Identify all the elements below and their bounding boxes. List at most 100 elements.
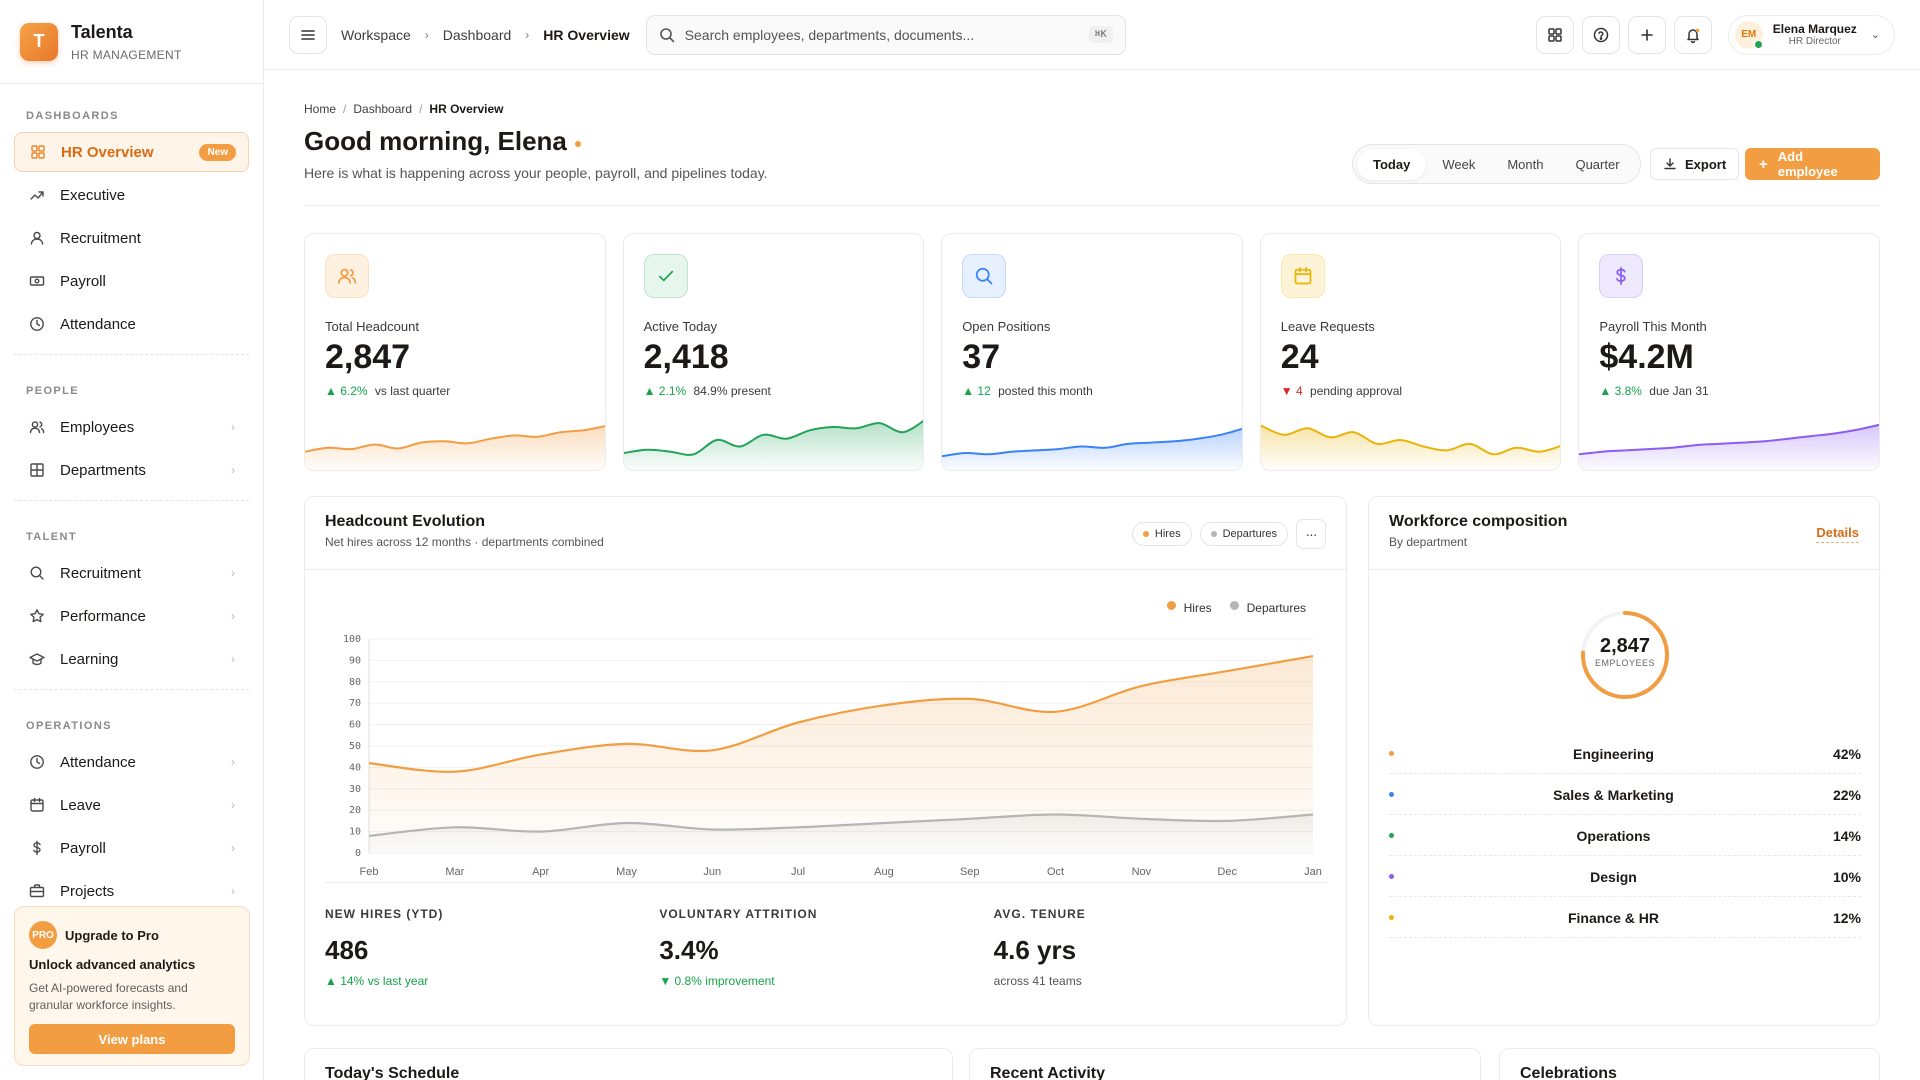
headcount-card: Headcount Evolution Net hires across 12 … [304, 496, 1348, 1026]
kpi-icon-badge [962, 254, 1007, 298]
brand[interactable]: T Talenta HR MANAGEMENT [0, 0, 263, 84]
kpi-sparkline [1579, 423, 1879, 470]
breadcrumb-workspace[interactable]: Workspace [341, 26, 411, 43]
x-tick-label: Jan [1304, 866, 1322, 878]
kpi-label: Payroll This Month [1599, 319, 1707, 334]
nav-section-dashboards: DASHBOARDS [26, 110, 119, 122]
kpi-sparkline [1260, 424, 1561, 470]
help-button[interactable] [1581, 15, 1620, 54]
departures-filter-pill[interactable]: Departures [1199, 522, 1288, 546]
global-search[interactable]: ⌘K [645, 14, 1126, 55]
grid-icon [31, 145, 45, 159]
composition-row[interactable]: Operations 14% [1389, 816, 1861, 856]
sidebar-item-label: Attendance [60, 315, 136, 333]
schedule-card: Today's Schedule [304, 1048, 953, 1080]
composition-row[interactable]: Sales & Marketing 22% [1389, 775, 1861, 815]
kpi-icon-badge [643, 254, 688, 298]
headcount-subtitle: Net hires across 12 months · departments… [325, 535, 604, 549]
kpi-delta: ▲ 3.8% due Jan 31 [1599, 384, 1708, 398]
stat-title: NEW HIRES (YTD) [325, 907, 444, 921]
sidebar-item-learning[interactable]: Learning › [14, 639, 249, 679]
more-options-button[interactable]: ··· [1296, 519, 1326, 549]
notifications-button[interactable] [1673, 15, 1712, 54]
composition-row[interactable]: Engineering 42% [1389, 734, 1861, 774]
briefcase-icon [29, 884, 45, 898]
breadcrumb-home[interactable]: Home [304, 102, 337, 116]
divider [304, 205, 1880, 206]
sidebar-item-label: Departments [60, 461, 146, 479]
sidebar-item-hr-overview[interactable]: HR Overview New [14, 132, 249, 172]
y-tick-label: 90 [349, 655, 361, 666]
chevron-right-icon: › [231, 841, 235, 855]
headcount-stat: VOLUNTARY ATTRITION 3.4% ▼ 0.8% improvem… [659, 907, 993, 988]
sidebar-item-payroll[interactable]: Payroll › [14, 828, 249, 868]
composition-title: Workforce composition [1389, 513, 1568, 530]
search-icon-wrap [28, 564, 46, 582]
department-percent: 10% [1832, 868, 1861, 885]
sparkline-area [623, 420, 924, 470]
kpi-card-leave-requests[interactable]: Leave Requests 24 ▼ 4 pending approval [1259, 233, 1562, 471]
sidebar-item-performance[interactable]: Performance › [14, 596, 249, 636]
nav-section-talent: TALENT [26, 531, 77, 543]
sidebar-item-leave[interactable]: Leave › [14, 785, 249, 825]
create-button[interactable] [1627, 15, 1666, 54]
sidebar-item-departments[interactable]: Departments › [14, 450, 249, 490]
kpi-delta-note: pending approval [1310, 384, 1403, 398]
sparkline-line [623, 419, 924, 456]
schedule-title: Today's Schedule [325, 1065, 460, 1080]
kpi-delta-note: 84.9% present [693, 384, 771, 398]
greeting-text: Good morning, Elena [304, 126, 567, 156]
hires-filter-pill[interactable]: Hires [1131, 522, 1192, 546]
clock-icon [30, 755, 44, 769]
kpi-label: Active Today [643, 319, 718, 334]
view-plans-button[interactable]: View plans [29, 1024, 235, 1054]
sidebar-item-recruitment[interactable]: Recruitment › [14, 553, 249, 593]
user-role: HR Director [1788, 36, 1841, 47]
details-link[interactable]: Details [1816, 525, 1859, 543]
kpi-icon-badge [1280, 254, 1325, 298]
sidebar-item-attendance[interactable]: Attendance › [14, 742, 249, 782]
sidebar-item-payroll[interactable]: Payroll [14, 261, 249, 301]
user-menu[interactable]: EM Elena Marquez HR Director ⌄ [1727, 14, 1895, 55]
period-today[interactable]: Today [1357, 148, 1427, 180]
breadcrumb-dashboard[interactable]: Dashboard [442, 26, 512, 43]
legend-hires: Hires [1183, 601, 1212, 615]
banknote-icon [29, 276, 45, 286]
composition-subtitle: By department [1389, 535, 1468, 549]
sidebar-item-projects[interactable]: Projects › [14, 871, 249, 911]
graduation-cap-icon-wrap [28, 650, 46, 668]
search-input[interactable] [684, 26, 1089, 43]
sidebar-item-executive[interactable]: Executive [14, 175, 249, 215]
chevron-right-icon: › [231, 652, 235, 666]
department-percent: 14% [1832, 827, 1861, 844]
apps-button[interactable] [1535, 15, 1574, 54]
y-tick-label: 100 [343, 634, 361, 645]
x-tick-label: Nov [1132, 866, 1152, 878]
departures-area [369, 814, 1313, 853]
sidebar-item-recruitment[interactable]: Recruitment [14, 218, 249, 258]
chevron-right-icon: › [424, 27, 429, 42]
kpi-card-open-positions[interactable]: Open Positions 37 ▲ 12 posted this month [941, 233, 1243, 471]
composition-row[interactable]: Design 10% [1389, 857, 1861, 897]
sidebar-item-employees[interactable]: Employees › [14, 407, 249, 447]
top-breadcrumb: Workspace › Dashboard › HR Overview [341, 27, 630, 43]
sidebar-item-attendance[interactable]: Attendance [14, 304, 249, 344]
menu-toggle-button[interactable] [289, 15, 327, 54]
period-quarter[interactable]: Quarter [1575, 156, 1620, 172]
upgrade-description: Get AI-powered forecasts and granular wo… [29, 981, 188, 1012]
period-month[interactable]: Month [1507, 156, 1544, 172]
kpi-card-payroll-this-month[interactable]: Payroll This Month $4.2M ▲ 3.8% due Jan … [1578, 233, 1880, 471]
sidebar-item-label: Recruitment [60, 564, 141, 582]
stat-delta: ▼ 0.8% improvement [659, 974, 775, 988]
breadcrumb-dashboard[interactable]: Dashboard [353, 102, 413, 116]
stat-value: 486 [325, 935, 369, 965]
kpi-card-active-today[interactable]: Active Today 2,418 ▲ 2.1% 84.9% present [622, 233, 925, 471]
composition-row[interactable]: Finance & HR 12% [1389, 898, 1861, 938]
kpi-card-total-headcount[interactable]: Total Headcount 2,847 ▲ 6.2% vs last qua… [304, 233, 606, 471]
add-employee-button[interactable]: + Add employee [1745, 148, 1880, 180]
grid-icon-wrap [29, 143, 47, 161]
export-button[interactable]: Export [1650, 148, 1740, 180]
y-tick-label: 0 [355, 848, 361, 859]
period-week[interactable]: Week [1442, 156, 1476, 172]
topbar: Workspace › Dashboard › HR Overview ⌘K E… [264, 0, 1920, 70]
